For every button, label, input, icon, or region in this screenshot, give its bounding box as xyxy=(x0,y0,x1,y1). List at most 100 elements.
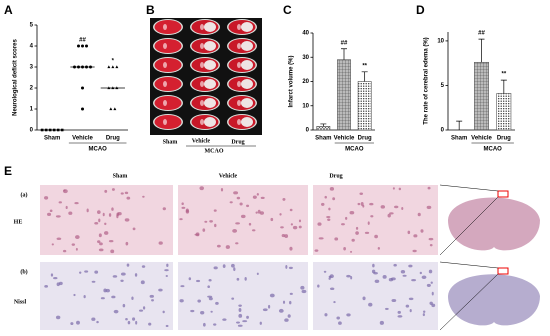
ventricle xyxy=(237,43,241,49)
cell xyxy=(238,304,242,307)
cell xyxy=(164,269,169,272)
data-point xyxy=(109,107,113,111)
cell xyxy=(98,218,101,223)
y-tick-label: 20 xyxy=(302,79,309,85)
cell xyxy=(162,310,165,314)
cell xyxy=(62,249,67,253)
cell xyxy=(125,241,129,246)
ventricle xyxy=(163,24,167,30)
cell xyxy=(236,196,241,200)
cell xyxy=(268,304,271,309)
x-tick-label: Sham xyxy=(451,136,467,142)
cell xyxy=(49,209,53,213)
cell xyxy=(213,323,217,326)
bar xyxy=(337,59,351,131)
x-tick-label: Vehicle xyxy=(334,136,355,142)
row-tag: (b) xyxy=(20,268,27,275)
cell xyxy=(208,297,213,301)
slice-red xyxy=(154,39,182,53)
error-bar xyxy=(500,79,507,94)
cell xyxy=(124,218,130,222)
significance-mark: ## xyxy=(341,40,348,46)
cell xyxy=(70,322,74,325)
cell xyxy=(394,205,399,209)
cell xyxy=(374,234,378,239)
cell xyxy=(369,202,374,206)
infarct xyxy=(204,22,216,32)
y-tick-label: 1 xyxy=(30,107,34,113)
cell xyxy=(75,235,80,240)
cell xyxy=(199,186,204,191)
cell xyxy=(338,321,342,325)
cell xyxy=(401,206,404,210)
cell xyxy=(252,195,257,199)
cell xyxy=(104,189,108,193)
cell xyxy=(208,279,212,282)
cell xyxy=(426,205,432,210)
cell xyxy=(84,270,89,273)
significance-mark: ## xyxy=(79,38,86,44)
cell xyxy=(351,238,355,242)
cell xyxy=(112,275,118,278)
cell xyxy=(329,274,334,279)
cell xyxy=(58,281,63,286)
cell xyxy=(392,187,395,190)
cell xyxy=(280,226,284,229)
infarct xyxy=(204,117,216,127)
cell xyxy=(97,240,101,244)
cell xyxy=(343,246,346,251)
cell xyxy=(371,269,376,274)
cell xyxy=(282,197,286,201)
cell xyxy=(83,295,86,299)
y-tick-label: 4 xyxy=(30,44,34,50)
cell xyxy=(428,269,433,274)
cell xyxy=(233,267,236,272)
cell xyxy=(120,272,126,276)
cell xyxy=(422,313,425,317)
data-point xyxy=(81,86,84,90)
zoom-line xyxy=(439,184,499,192)
panel-label: D xyxy=(416,3,425,17)
column-heading: Sham xyxy=(113,173,128,179)
cell xyxy=(246,204,250,208)
cell xyxy=(397,315,403,318)
ventricle xyxy=(163,119,167,125)
y-axis-label: Infarct volume (%) xyxy=(289,55,295,107)
bar xyxy=(496,93,512,131)
cell xyxy=(248,222,252,226)
panel-label: B xyxy=(146,3,155,17)
group-label: Drug xyxy=(231,139,244,145)
cell xyxy=(357,202,361,206)
cell xyxy=(389,212,394,215)
cell xyxy=(382,274,387,279)
cell xyxy=(100,297,105,300)
cell xyxy=(244,276,247,281)
cell xyxy=(238,307,242,312)
cell xyxy=(285,264,288,269)
cell xyxy=(421,275,427,279)
cell xyxy=(332,197,336,201)
cell xyxy=(126,196,131,200)
cell xyxy=(334,237,339,241)
cell xyxy=(407,230,411,235)
cell xyxy=(370,215,374,218)
significance-mark: ## xyxy=(478,31,485,37)
cell xyxy=(350,250,353,253)
cell xyxy=(242,320,248,323)
cell xyxy=(214,223,217,228)
cell xyxy=(108,240,114,243)
y-tick-label: 0 xyxy=(306,128,310,134)
cell xyxy=(97,210,101,215)
stain-label: Nissl xyxy=(14,299,27,305)
cell xyxy=(108,213,112,217)
ventricle xyxy=(237,100,241,106)
cell xyxy=(122,303,126,308)
cell xyxy=(222,264,226,268)
cell xyxy=(377,247,380,250)
cell xyxy=(282,300,286,304)
significance-mark: * xyxy=(112,59,115,65)
x-tick-label: Drug xyxy=(358,136,372,142)
y-tick-label: 0 xyxy=(30,128,34,134)
group-label: MCAO xyxy=(88,147,107,153)
cell xyxy=(151,299,154,302)
